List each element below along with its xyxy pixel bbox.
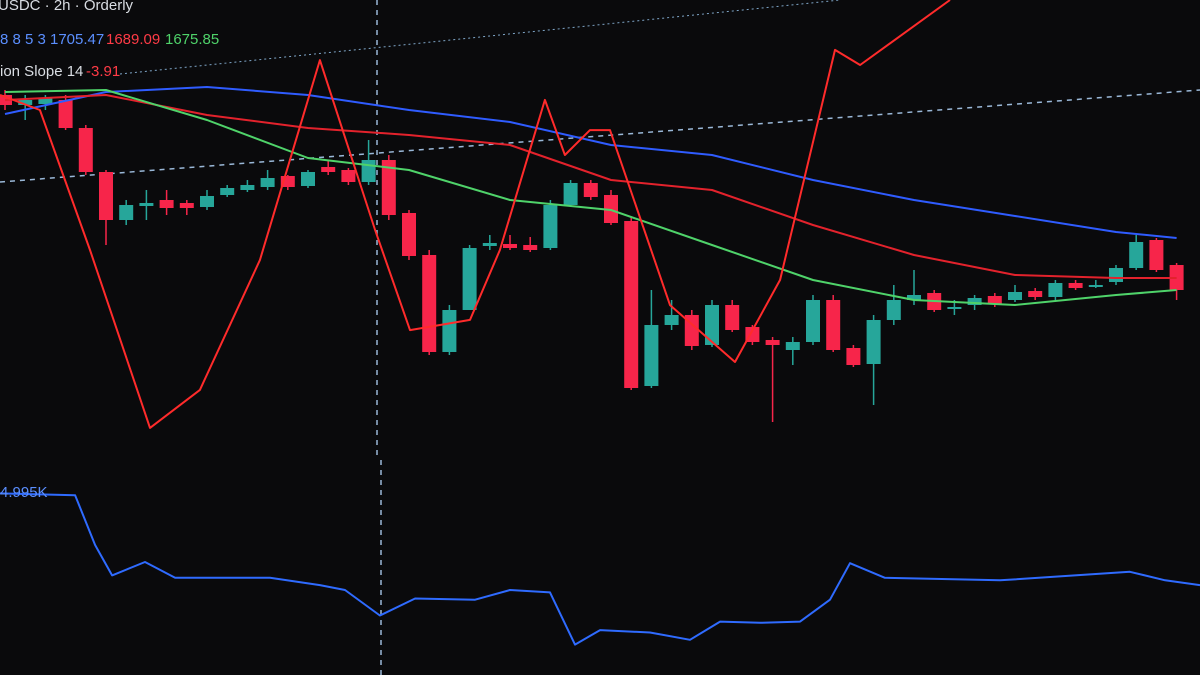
candle-body [1129, 242, 1144, 268]
candle-body [381, 160, 396, 215]
candle-body [624, 221, 639, 388]
volume-label: 4.995K [0, 484, 48, 501]
line [4, 86, 1177, 239]
candle-body [866, 320, 881, 364]
candle-body [947, 307, 962, 309]
candle-body [705, 305, 719, 345]
candle-body [442, 310, 457, 352]
trend-line [0, 89, 1200, 183]
legend-prefix: 8 8 5 3 [0, 31, 46, 48]
candle-body [58, 100, 73, 128]
candle-body [220, 188, 235, 195]
marks [0, 0, 1200, 646]
candle-body [1068, 283, 1083, 288]
candle-body [523, 245, 538, 250]
line [0, 0, 951, 429]
candle-body [301, 172, 315, 186]
indicator-value: -3.91 [86, 63, 120, 80]
candle-body [987, 296, 1002, 304]
legend-value: 1675.85 [165, 31, 219, 48]
candle-body [967, 298, 982, 305]
legend-value: 1705.47 [50, 31, 104, 48]
line [4, 89, 1177, 306]
candle-body [684, 315, 699, 346]
candle-body [119, 205, 134, 220]
candle-body [846, 348, 861, 365]
candle-body [402, 213, 416, 256]
candle-body [664, 315, 679, 325]
candle-body [765, 340, 780, 345]
symbol-title: USDC · 2h · Orderly [0, 0, 134, 14]
candle-body [503, 244, 517, 248]
candle-body [543, 205, 558, 248]
candle-body [200, 196, 214, 207]
candle-body [907, 295, 921, 300]
candle-body [1028, 291, 1043, 297]
candle-body [139, 203, 154, 206]
candle-body [78, 128, 93, 172]
candle-body [644, 325, 659, 386]
candle-body [18, 100, 33, 105]
indicator-name: ion Slope 14 [0, 63, 83, 80]
candle-body [785, 342, 800, 350]
candle-body [563, 183, 578, 205]
candle-body [422, 255, 437, 352]
candle-body [1088, 285, 1103, 287]
line [0, 492, 1200, 646]
candle-body [179, 203, 194, 208]
candle-body [321, 167, 336, 172]
candle-body [826, 300, 841, 350]
candle-body [583, 183, 598, 197]
candle-body [341, 170, 356, 182]
trend-line [119, 0, 841, 75]
candle-body [361, 160, 376, 182]
candle-body [1048, 283, 1063, 297]
candle-body [806, 300, 820, 342]
candle-body [240, 185, 255, 190]
candle-body [725, 305, 740, 330]
candle-body [482, 243, 497, 246]
line [4, 94, 1177, 279]
candle-body [38, 98, 53, 104]
candle-body [260, 178, 275, 187]
candle-body [99, 172, 113, 220]
candle-body [1008, 292, 1022, 300]
candle-body [280, 176, 295, 187]
candle-body [159, 200, 174, 208]
candle-body [462, 248, 477, 310]
candle-body [886, 300, 901, 320]
legend-value: 1689.09 [106, 31, 160, 48]
candle-body [1109, 268, 1123, 282]
candle-body [1149, 240, 1164, 270]
